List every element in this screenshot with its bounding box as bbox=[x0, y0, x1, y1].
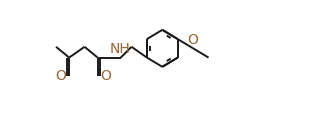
Text: O: O bbox=[188, 33, 199, 47]
Text: O: O bbox=[55, 68, 66, 82]
Text: O: O bbox=[101, 68, 112, 82]
Text: NH: NH bbox=[110, 42, 130, 56]
